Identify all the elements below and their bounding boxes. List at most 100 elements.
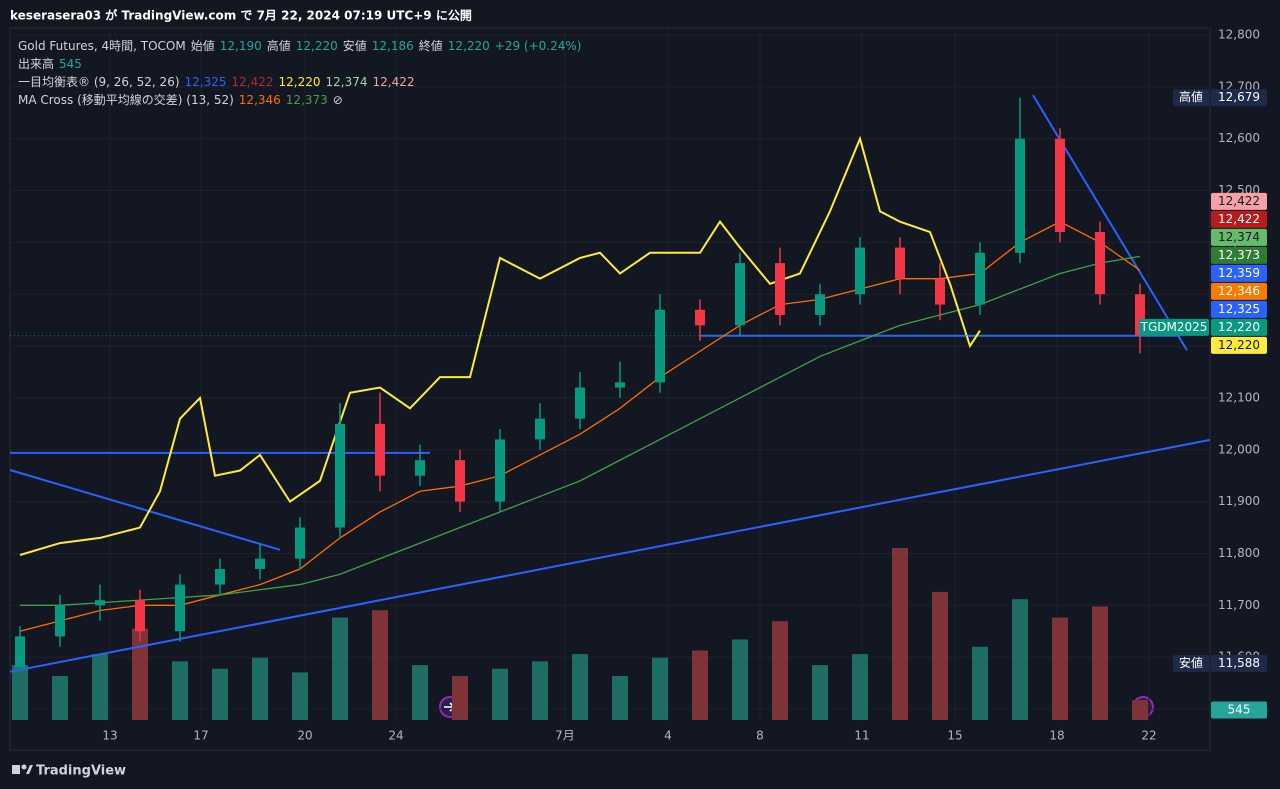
badge-prefix: 安値 xyxy=(1179,655,1203,670)
volume-bar xyxy=(532,661,548,720)
legend-item: 12,220 xyxy=(296,39,338,53)
y-tick-label: 12,600 xyxy=(1218,131,1260,145)
logo xyxy=(12,764,33,774)
plot-area xyxy=(9,27,1211,751)
trend-line xyxy=(9,438,1211,673)
price-badge xyxy=(1211,701,1267,719)
price-badge xyxy=(1211,210,1267,228)
price-badge xyxy=(1211,336,1267,354)
x-tick-label: 22 xyxy=(1141,729,1156,743)
candle-body xyxy=(1135,294,1145,336)
price-badge-label: 545 xyxy=(1228,703,1251,717)
volume-bar xyxy=(252,657,268,720)
legend-item: 12,373 xyxy=(286,93,328,107)
price-badge-label: 12,679 xyxy=(1218,90,1260,104)
volume-bar xyxy=(12,665,28,720)
volume-bar xyxy=(852,654,868,720)
candle-body xyxy=(895,247,905,279)
volume-bar xyxy=(612,676,628,720)
price-badge xyxy=(1211,192,1267,210)
volume-bar xyxy=(372,610,388,720)
badge-prefix: TGDM2025 xyxy=(1140,320,1208,334)
brand: TradingView xyxy=(36,764,126,779)
candle-body xyxy=(95,600,105,606)
candle-body xyxy=(55,605,65,637)
volume-bar xyxy=(292,672,308,720)
candle-body xyxy=(695,309,705,326)
volume-bar xyxy=(492,668,508,720)
volume-bar xyxy=(132,628,148,720)
legend-item: +29 (+0.24%) xyxy=(495,39,582,53)
legend-item: 12,325 xyxy=(185,75,227,89)
candle-body xyxy=(575,387,585,419)
y-tick-label: 11,900 xyxy=(1218,494,1260,508)
candle-body xyxy=(815,294,825,315)
legend-item: Gold Futures, 4時間, TOCOM xyxy=(18,39,186,53)
price-badge-label: 12,422 xyxy=(1218,194,1260,208)
candle-body xyxy=(855,247,865,295)
candle-body xyxy=(215,569,225,585)
volume-bar xyxy=(932,591,948,720)
indicator-line xyxy=(19,220,1141,632)
volume-bar xyxy=(412,665,428,720)
price-badge xyxy=(1211,228,1267,246)
volume-bar xyxy=(972,646,988,720)
volume-bar xyxy=(652,657,668,720)
y-tick-label: 11,800 xyxy=(1218,546,1260,560)
volume-bar xyxy=(892,547,908,720)
legend-item: 一目均衡表® (9, 26, 52, 26) xyxy=(18,75,180,89)
candle-body xyxy=(735,263,745,326)
price-badge xyxy=(1211,300,1267,318)
x-tick-label: 11 xyxy=(854,729,869,743)
candle-body xyxy=(495,439,505,502)
legend-item: 始値 xyxy=(191,38,215,53)
candle-body xyxy=(1015,138,1025,253)
indicator-line xyxy=(19,135,981,556)
candle-body xyxy=(455,460,465,502)
volume-bar xyxy=(812,665,828,720)
volume-bar xyxy=(332,617,348,720)
price-badge-label: 12,325 xyxy=(1218,302,1260,316)
price-badge xyxy=(1211,282,1267,300)
legend-item: 12,186 xyxy=(372,39,414,53)
volume-bar xyxy=(692,650,708,720)
badge-prefix-box xyxy=(1173,89,1209,107)
volume-bar xyxy=(1012,599,1028,720)
candle-body xyxy=(1095,232,1105,295)
volume-bar xyxy=(772,621,788,720)
x-tick-label: 13 xyxy=(102,729,117,743)
price-badge-label: 12,374 xyxy=(1218,230,1260,244)
indicator-line xyxy=(20,255,1141,606)
price-badge-label: 12,346 xyxy=(1218,284,1260,298)
price-badge-label: 12,220 xyxy=(1218,320,1260,334)
badge-prefix-box xyxy=(1173,654,1209,672)
candle-body xyxy=(415,460,425,476)
volume-bar xyxy=(52,676,68,720)
legend-row: 出来高 545 xyxy=(18,56,82,71)
candle-body xyxy=(255,558,265,570)
price-badge-label: 12,359 xyxy=(1218,266,1260,280)
trend-line xyxy=(9,469,281,551)
legend-item: 12,422 xyxy=(373,75,415,89)
candle-body xyxy=(655,309,665,383)
badge-prefix: 高値 xyxy=(1179,89,1203,104)
candle-body xyxy=(535,418,545,440)
x-tick-label: 8 xyxy=(756,729,764,743)
x-tick-label: 17 xyxy=(193,729,208,743)
legend-item: MA Cross (移動平均線の交差) (13, 52) xyxy=(18,92,234,107)
y-tick-label: 12,000 xyxy=(1218,442,1260,456)
legend-item: 545 xyxy=(59,57,82,71)
price-badge xyxy=(1211,246,1267,264)
candle-body xyxy=(175,584,185,632)
y-tick-label: 11,700 xyxy=(1218,598,1260,612)
y-tick-label: 12,800 xyxy=(1218,28,1260,42)
legend-item: 12,374 xyxy=(326,75,368,89)
badge-prefix-box xyxy=(1139,318,1209,336)
legend-item: 12,346 xyxy=(239,93,281,107)
legend-item: 12,220 xyxy=(279,75,321,89)
price-badge-label: 12,373 xyxy=(1218,248,1260,262)
candle-body xyxy=(135,600,145,632)
volume-bar xyxy=(172,661,188,720)
price-badge xyxy=(1211,89,1267,107)
